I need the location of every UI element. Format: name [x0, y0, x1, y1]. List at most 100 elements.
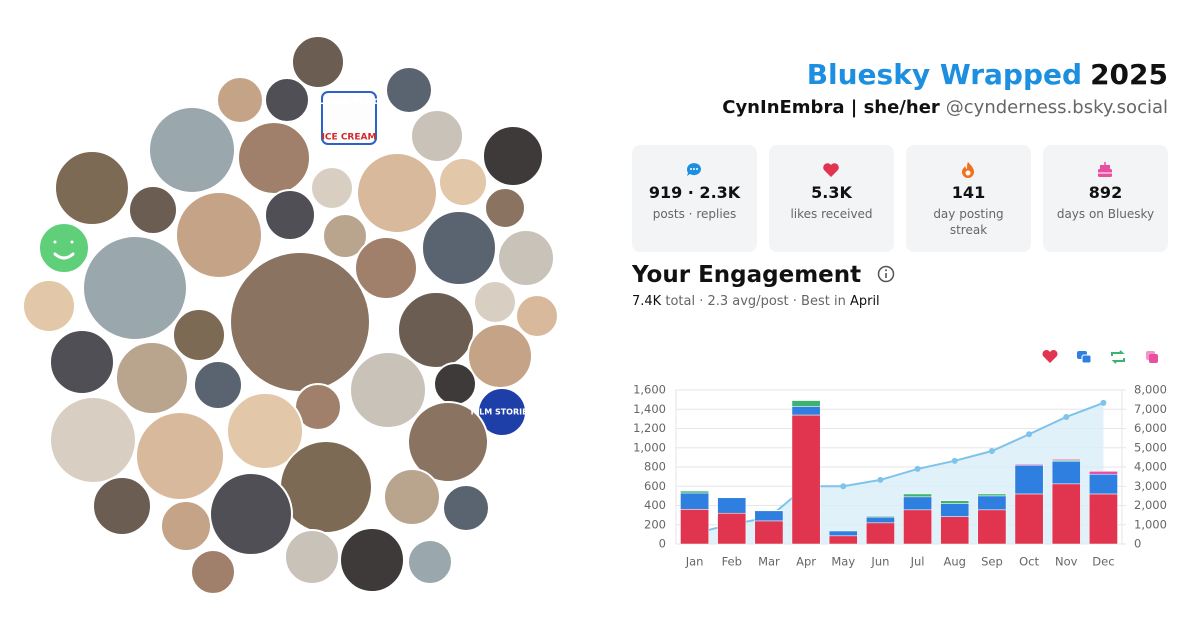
avatar[interactable]	[135, 411, 225, 501]
bar-segment	[828, 530, 858, 537]
display-name: CynInEmbra | she/her	[722, 97, 940, 118]
avatar[interactable]	[209, 472, 293, 556]
avatar[interactable]	[473, 280, 517, 324]
avatar[interactable]	[22, 279, 76, 333]
avatar[interactable]	[193, 360, 243, 410]
stat-label: days on Bluesky	[1056, 207, 1155, 221]
avatar[interactable]	[438, 157, 488, 207]
y-tick-label: 200	[644, 517, 666, 531]
bar-segment	[828, 535, 858, 545]
avatar[interactable]	[279, 440, 373, 534]
bar-segment	[791, 406, 821, 416]
x-tick-label: Sep	[981, 555, 1003, 569]
bar-segment	[866, 515, 895, 518]
avatar[interactable]	[49, 329, 115, 395]
avatar[interactable]	[407, 539, 453, 585]
bar-segment	[940, 516, 970, 545]
x-tick-label: May	[831, 555, 855, 569]
bar-segment	[903, 509, 932, 545]
avatar[interactable]	[160, 500, 212, 552]
avatar[interactable]	[322, 213, 368, 259]
y2-tick-label: 1,000	[1134, 517, 1167, 531]
avatar[interactable]	[54, 150, 130, 226]
avatar[interactable]	[349, 351, 427, 429]
cumulative-point	[1063, 413, 1070, 420]
total: 7.4K	[632, 294, 662, 309]
stat-value: 5.3K	[811, 183, 852, 202]
bar-segment	[1051, 483, 1081, 545]
stat-icon	[1098, 162, 1112, 177]
avatar[interactable]	[339, 527, 405, 593]
avatar[interactable]	[383, 468, 441, 526]
legend-icon[interactable]	[1146, 351, 1158, 363]
avatar[interactable]	[38, 222, 90, 274]
avatar[interactable]	[410, 109, 464, 163]
info-icon[interactable]	[877, 265, 895, 283]
stat-label: posts · replies	[652, 207, 737, 221]
y-tick-label: 1,600	[633, 383, 666, 397]
avatar[interactable]	[229, 251, 371, 393]
handle[interactable]: @cynderness.bsky.social	[945, 97, 1168, 118]
avatar[interactable]	[354, 236, 418, 300]
avatar[interactable]	[310, 166, 354, 210]
y2-tick-label: 7,000	[1134, 402, 1167, 416]
avatar[interactable]	[467, 323, 533, 389]
smiley	[53, 240, 75, 260]
avatar[interactable]	[175, 191, 263, 279]
bar-segment	[1014, 463, 1044, 466]
legend-icon[interactable]	[1077, 351, 1092, 364]
legend-icon[interactable]	[1111, 350, 1125, 364]
avatar[interactable]	[115, 341, 189, 415]
section-title: Your Engagement	[632, 262, 895, 288]
bar-segment	[940, 500, 970, 504]
avatar[interactable]	[442, 484, 490, 532]
bar-segment	[1051, 460, 1081, 485]
app-title: Bluesky Wrapped	[806, 58, 1083, 91]
avatar[interactable]	[356, 152, 438, 234]
avatar[interactable]	[216, 76, 264, 124]
avatar[interactable]	[477, 387, 527, 437]
avatar[interactable]	[397, 291, 475, 369]
avatar[interactable]	[226, 392, 304, 470]
avatar[interactable]	[291, 35, 345, 89]
avatar[interactable]	[148, 106, 236, 194]
avatar[interactable]	[190, 549, 236, 595]
engagement-summary: 7.4K total · 2.3 avg/post · Best in Apri…	[632, 294, 895, 309]
title: Bluesky Wrapped 2025	[722, 58, 1168, 92]
avatar[interactable]	[82, 235, 188, 341]
avatar[interactable]	[497, 229, 555, 287]
avatar[interactable]	[92, 476, 152, 536]
profile: CynInEmbra | she/her @cynderness.bsky.soc…	[722, 94, 1168, 122]
avatar[interactable]	[49, 396, 137, 484]
section-title-text: Your Engagement	[632, 262, 862, 288]
bar-segment	[717, 512, 747, 545]
avatar[interactable]	[421, 210, 497, 286]
avatar[interactable]	[482, 125, 544, 187]
avatar[interactable]	[433, 362, 477, 406]
stat-label: likes received	[790, 207, 873, 221]
engagement-header: Your Engagement 7.4K total · 2.3 avg/pos…	[632, 262, 895, 309]
x-tick-label: Jan	[685, 555, 704, 569]
stat-card: 919 · 2.3K posts · replies	[632, 145, 757, 252]
year: 2025	[1090, 58, 1168, 91]
legend-icon[interactable]	[1042, 349, 1058, 363]
stat-label: day posting streak	[933, 207, 1004, 237]
avatar[interactable]	[128, 185, 178, 235]
stat-value: 892	[1088, 183, 1123, 202]
cumulative-point	[1026, 431, 1033, 438]
avatar[interactable]	[237, 121, 311, 195]
bar-segment	[1014, 493, 1044, 545]
bar-segment	[754, 510, 784, 522]
x-tick-label: Oct	[1019, 555, 1039, 569]
avatar[interactable]	[284, 529, 340, 585]
avatar[interactable]	[407, 401, 489, 483]
avatar[interactable]	[385, 66, 433, 114]
legend	[1042, 349, 1158, 364]
avatar[interactable]	[515, 294, 559, 338]
avatar[interactable]	[172, 308, 226, 362]
stat-card: 5.3K likes received	[769, 145, 894, 252]
avatar[interactable]	[264, 189, 316, 241]
y-tick-label: 800	[644, 460, 666, 474]
avatar[interactable]	[484, 187, 526, 229]
avatar[interactable]	[264, 77, 310, 123]
